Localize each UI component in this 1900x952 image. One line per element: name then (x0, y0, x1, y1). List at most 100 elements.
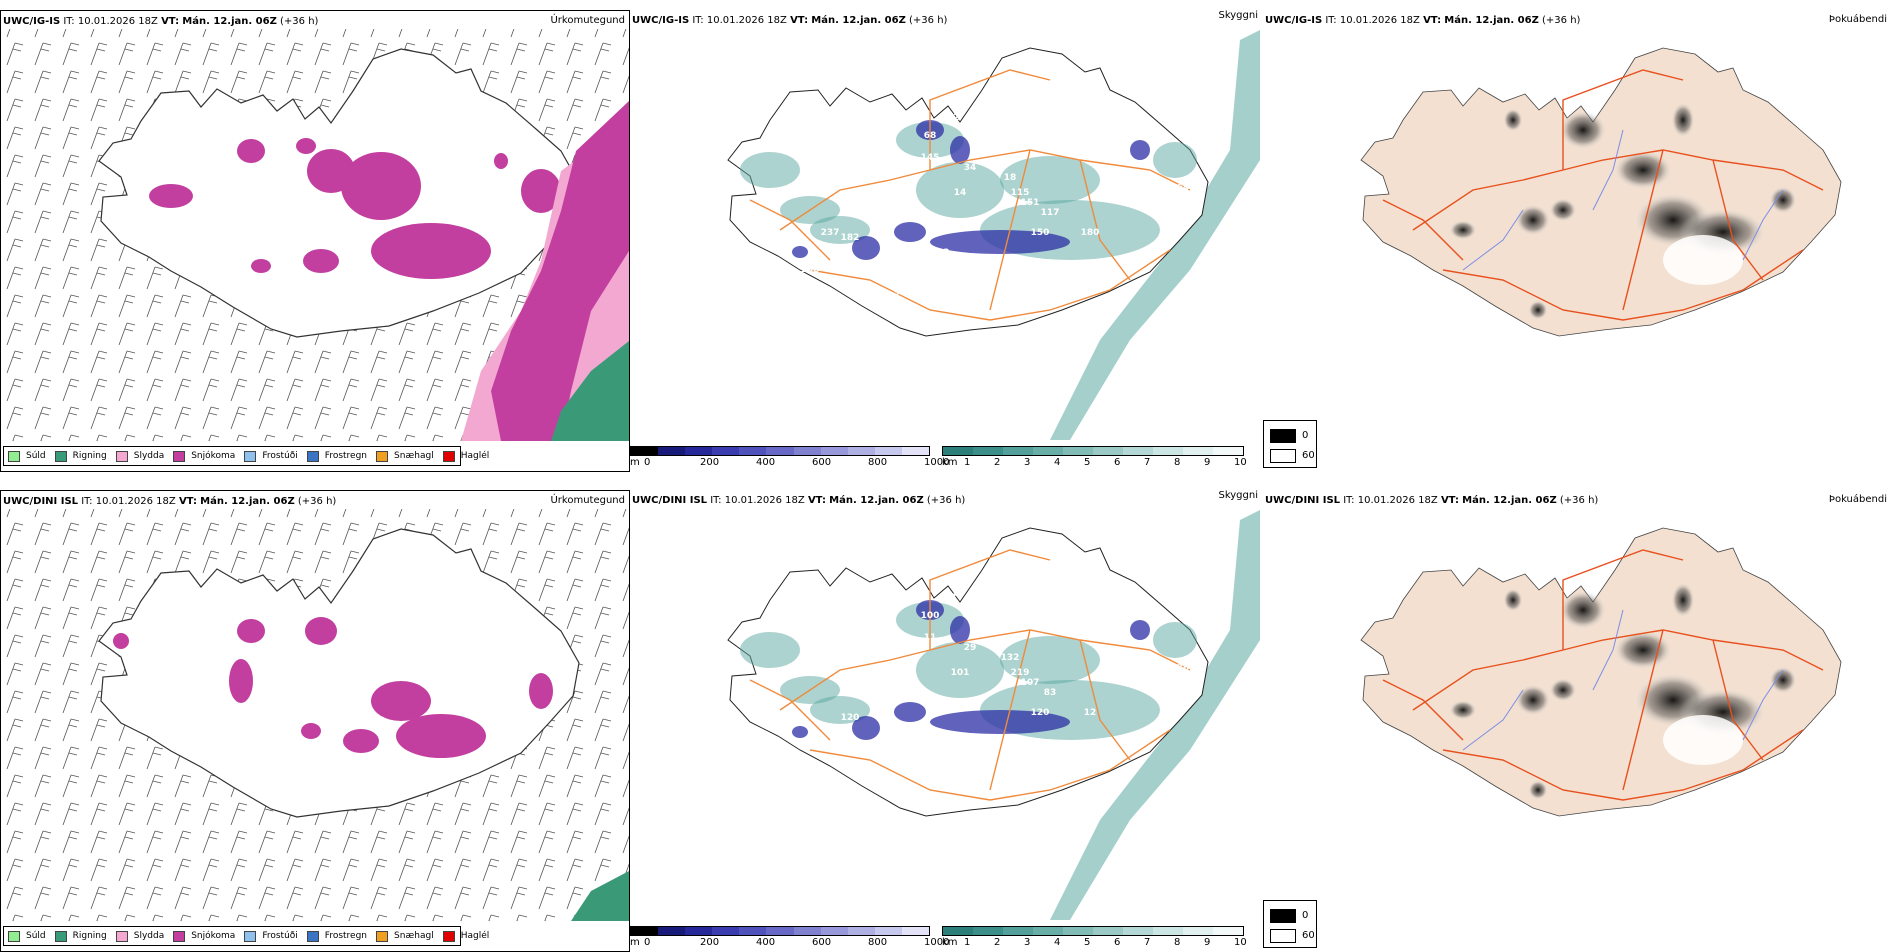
model-name: UWC/DINI ISL (1265, 495, 1341, 506)
fog-area (1549, 198, 1577, 222)
legend-item: Haglél (442, 450, 490, 462)
precip-map[interactable] (1, 11, 629, 441)
ceiling-value-label: 99 (894, 288, 907, 298)
legend-swatch (306, 450, 319, 462)
colorbar-step (1123, 927, 1153, 935)
fog-area (1613, 630, 1673, 670)
legend-item: Rigning (54, 930, 107, 942)
snow-area (396, 714, 486, 758)
colorbar-step (631, 447, 659, 455)
legend-swatch (115, 930, 128, 942)
fog-legend-label: 0 (1302, 910, 1309, 921)
ceiling-value-label: 126 (1011, 271, 1030, 281)
ceiling-value-label: 59 (1184, 208, 1197, 218)
legend-swatch (376, 930, 389, 942)
model-row: UWC/IG-IS IT: 10.01.2026 18Z VT: Mán. 12… (0, 10, 1900, 472)
fog-index-panel: UWC/DINI ISL IT: 10.01.2026 18Z VT: Mán.… (1263, 490, 1893, 952)
ceiling-value-label: 21 (854, 198, 867, 208)
it-label: IT: (710, 495, 722, 506)
fog-area (1613, 150, 1673, 190)
colorbar-step (766, 927, 794, 935)
colorbar-step (1153, 927, 1183, 935)
low-ceiling-area (930, 710, 1070, 734)
colorbar-unit: m (630, 457, 640, 468)
colorbar-tick: 8 (1174, 457, 1181, 468)
panel-header: UWC/IG-IS IT: 10.01.2026 18Z VT: Mán. 12… (1265, 15, 1580, 26)
colorbar-step (1063, 447, 1093, 455)
legend-item: Frostúði (244, 930, 298, 942)
low-visibility-area (810, 216, 870, 244)
fog-areas (1449, 102, 1797, 320)
legend-label: Rigning (72, 931, 107, 941)
road (989, 629, 1031, 791)
low-ceiling-area (950, 616, 970, 644)
colorbar-step (820, 447, 848, 455)
legend-label: Frostúði (262, 451, 298, 461)
legend-label: Slydda (133, 931, 165, 941)
legend-swatch (115, 450, 128, 462)
precip-map[interactable] (1, 491, 629, 921)
ceiling-colorbar: m 0 200 400 600 800 1000 (630, 926, 949, 950)
road (1562, 69, 1684, 170)
legend-item: Súld (8, 450, 46, 462)
ceiling-value-label: 98 (1164, 693, 1177, 703)
fog-area (1671, 102, 1695, 138)
lead-time: (+36 h) (297, 496, 337, 507)
legend-swatch (244, 930, 257, 942)
road-network (749, 69, 1191, 321)
legend-swatch (306, 930, 319, 942)
legend-swatch (244, 450, 257, 462)
fog-map[interactable] (1263, 10, 1893, 440)
fog-map[interactable] (1263, 490, 1893, 920)
vt-value: Mán. 12.jan. 06Z (182, 16, 277, 27)
snow-area (343, 729, 379, 753)
fog-legend-swatch (1270, 429, 1296, 443)
road-network (1382, 549, 1824, 801)
road (1712, 159, 1764, 281)
visibility-areas (740, 120, 1197, 260)
colorbar-tick: 1 (964, 457, 971, 468)
model-name: UWC/DINI ISL (3, 496, 79, 507)
it-label: IT: (81, 496, 93, 507)
vt-label: VT: (1423, 15, 1442, 26)
legend-label: Slydda (133, 451, 165, 461)
fog-area (1503, 108, 1523, 132)
colorbar-step (739, 927, 767, 935)
river (1592, 609, 1624, 691)
ceiling-value-label: 107 (1021, 678, 1040, 688)
ceiling-value-label: 150 (1031, 228, 1050, 238)
low-ceiling-area (950, 136, 970, 164)
offshore-low-visibility (1050, 30, 1260, 440)
river (1742, 189, 1784, 261)
legend-item: Snæhagl (376, 930, 434, 942)
precip-areas (113, 617, 629, 921)
colorbar-tick: 400 (756, 457, 776, 468)
colorbar-step (1063, 927, 1093, 935)
snow-area (529, 673, 553, 709)
fog-area (1528, 780, 1548, 800)
colorbar-tick: 5 (1084, 457, 1091, 468)
legend-label: Rigning (72, 451, 107, 461)
colorbar-tick: 2 (994, 937, 1001, 948)
fog-legend-swatch (1270, 449, 1296, 463)
road (1622, 629, 1664, 791)
ceiling-value-label: 88 (944, 593, 957, 603)
lead-time: (+36 h) (280, 16, 319, 27)
low-ceiling-area (792, 726, 808, 738)
low-visibility-area (1153, 622, 1197, 658)
legend-label: Haglél (460, 451, 490, 461)
ceiling-value-label: 100 (921, 611, 940, 621)
it-value: 10.01.2026 18Z (77, 16, 158, 27)
ceiling-value-label: 182 (941, 113, 960, 123)
low-visibility-area (740, 152, 800, 188)
ceiling-value-label: 115 (1011, 188, 1030, 198)
colorbar-tick: 3 (1024, 937, 1031, 948)
legend-item: Slydda (115, 450, 165, 462)
colorbar-step (901, 447, 930, 455)
colorbar-step (820, 927, 848, 935)
fog-area (1449, 220, 1477, 240)
legend-label: Frostregn (324, 931, 368, 941)
fog-area (1769, 666, 1797, 694)
